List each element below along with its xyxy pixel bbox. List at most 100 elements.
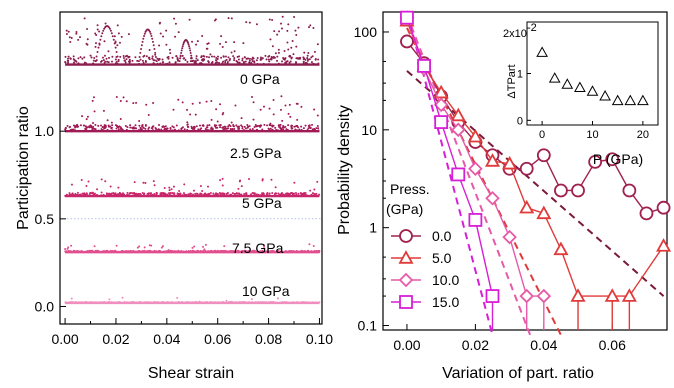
data-point: [145, 103, 148, 106]
data-point: [274, 186, 277, 189]
data-point: [140, 194, 143, 197]
data-point: [168, 192, 171, 195]
data-point: [106, 128, 109, 131]
data-point: [310, 193, 313, 196]
data-point: [171, 125, 174, 128]
data-point: [230, 121, 233, 124]
data-point: [239, 179, 242, 182]
data-marker: [433, 84, 449, 99]
data-point: [187, 125, 190, 128]
data-point: [195, 43, 198, 46]
data-marker: [502, 229, 517, 245]
data-point: [89, 124, 92, 127]
data-point: [173, 301, 176, 304]
data-point: [177, 193, 180, 196]
inset-marker: [599, 89, 611, 101]
data-point: [64, 61, 67, 64]
data-point: [131, 127, 134, 130]
data-point: [271, 45, 274, 48]
data-point: [234, 63, 237, 66]
data-point: [243, 192, 246, 195]
data-point: [300, 193, 303, 196]
data-point: [83, 56, 86, 59]
data-point: [183, 128, 186, 131]
data-point: [101, 126, 104, 129]
data-point: [161, 245, 164, 248]
data-point: [237, 250, 240, 253]
data-point: [128, 194, 131, 197]
data-point: [258, 124, 261, 127]
data-point: [84, 125, 87, 128]
data-point: [67, 246, 70, 249]
left-series-labels: 0 GPa 2.5 GPa 5 GPa 7.5 GPa 10 GPa: [230, 71, 290, 299]
data-point: [166, 62, 169, 65]
data-point: [108, 56, 111, 59]
data-point: [83, 192, 86, 195]
data-point: [241, 57, 244, 60]
data-point: [223, 127, 226, 130]
data-point: [139, 126, 142, 129]
data-point: [143, 249, 146, 252]
data-point: [106, 301, 109, 304]
data-point: [172, 126, 175, 129]
data-point: [200, 192, 203, 195]
data-point: [316, 180, 319, 183]
data-marker: [398, 272, 414, 288]
data-point: [65, 33, 68, 36]
data-point: [68, 36, 71, 39]
data-point: [285, 128, 288, 131]
data-point: [159, 32, 162, 35]
data-point: [239, 193, 242, 196]
data-point: [144, 127, 147, 130]
data-point: [114, 301, 117, 304]
data-point: [276, 129, 279, 132]
data-point: [103, 54, 106, 57]
data-point: [286, 41, 289, 44]
data-point: [244, 194, 247, 197]
data-point: [151, 57, 154, 60]
data-point: [161, 125, 164, 128]
data-point: [81, 115, 84, 118]
data-point: [67, 30, 70, 33]
data-point: [125, 301, 128, 304]
data-point: [265, 58, 268, 61]
right-fit-lines: [405, 11, 665, 336]
data-point: [124, 59, 127, 62]
data-point: [317, 62, 320, 65]
data-point: [180, 194, 183, 197]
data-point: [308, 124, 311, 127]
inset-marker: [548, 72, 561, 83]
data-point: [277, 192, 280, 195]
data-point: [106, 60, 109, 63]
data-point: [124, 124, 127, 127]
data-point: [264, 250, 267, 253]
data-point: [70, 244, 73, 247]
right-x-tick-label: 0.02: [462, 337, 489, 353]
data-point: [178, 189, 181, 192]
inset-y-axis-label: ΔTPart: [506, 64, 518, 98]
data-point: [272, 130, 275, 133]
data-point: [117, 126, 120, 129]
data-point: [107, 50, 110, 53]
data-point: [67, 63, 70, 66]
data-point: [214, 125, 217, 128]
data-point: [81, 301, 84, 304]
left-x-tick-label: 0.04: [153, 331, 180, 347]
data-point: [297, 26, 300, 29]
data-point: [152, 194, 155, 197]
data-point: [281, 15, 284, 18]
data-point: [147, 250, 150, 253]
data-point: [172, 301, 175, 304]
data-point: [97, 124, 100, 127]
data-point: [219, 42, 222, 45]
data-point: [281, 301, 284, 304]
data-point: [98, 30, 101, 33]
data-point: [166, 301, 169, 304]
data-point: [285, 60, 288, 63]
data-point: [123, 250, 126, 253]
data-point: [316, 250, 319, 253]
data-point: [224, 61, 227, 64]
data-point: [253, 126, 256, 129]
data-point: [97, 46, 100, 49]
data-point: [272, 99, 275, 102]
